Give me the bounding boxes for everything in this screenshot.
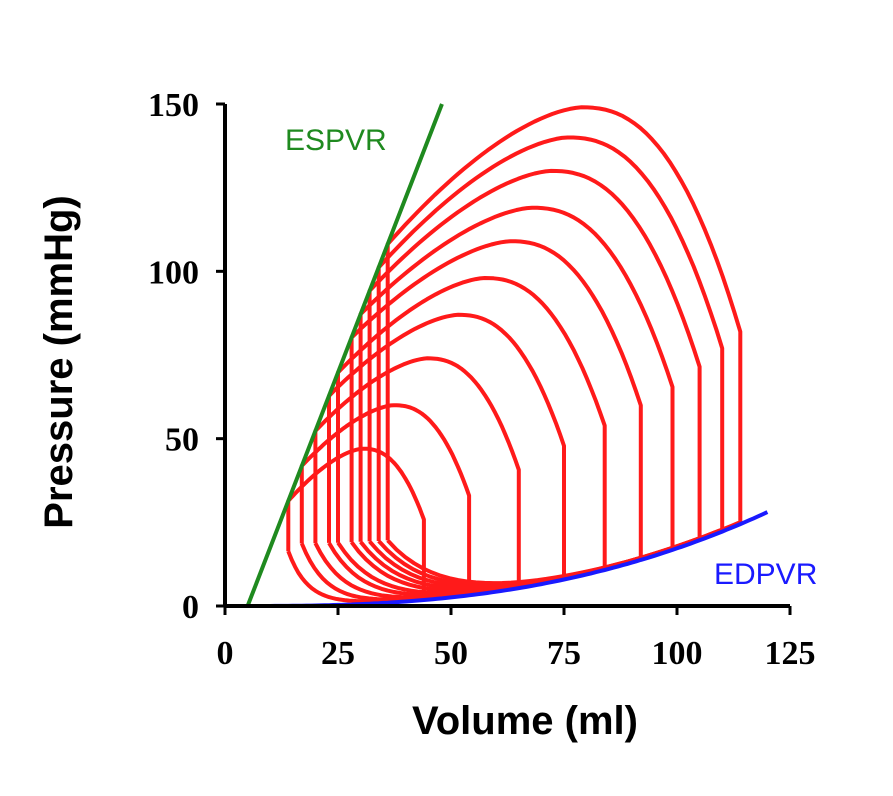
y-tick-label: 0 xyxy=(182,589,199,626)
y-tick-label: 50 xyxy=(165,422,199,459)
edpvr-label: EDPVR xyxy=(714,558,817,591)
pv-loop-2 xyxy=(299,403,472,602)
espvr-line xyxy=(245,103,444,607)
pv-loop-3 xyxy=(313,356,521,600)
axes xyxy=(216,102,792,615)
pv-loop-10 xyxy=(385,105,743,586)
pv-loop-7 xyxy=(358,205,675,591)
x-tick-label: 0 xyxy=(217,635,234,672)
espvr-label: ESPVR xyxy=(285,124,387,157)
pv-loop-1 xyxy=(286,446,426,604)
pv-loop-5 xyxy=(336,276,607,595)
x-tick-label: 25 xyxy=(321,635,355,672)
y-axis-title: Pressure (mmHg) xyxy=(37,195,81,528)
x-tick-label: 100 xyxy=(652,635,703,672)
relation-lines xyxy=(245,103,769,608)
labels: 0 25 50 75 100 125 0 50 100 150 Volume (ml) Pressur… xyxy=(37,87,817,743)
x-tick-label: 75 xyxy=(547,635,581,672)
y-tick-label: 150 xyxy=(148,87,199,124)
x-tick-label: 50 xyxy=(434,635,468,672)
pv-loops xyxy=(286,105,743,604)
pv-loop-4 xyxy=(327,312,566,597)
x-tick-label: 125 xyxy=(765,635,816,672)
y-tick-label: 100 xyxy=(148,254,199,291)
x-axis-title: Volume (ml) xyxy=(412,699,638,743)
